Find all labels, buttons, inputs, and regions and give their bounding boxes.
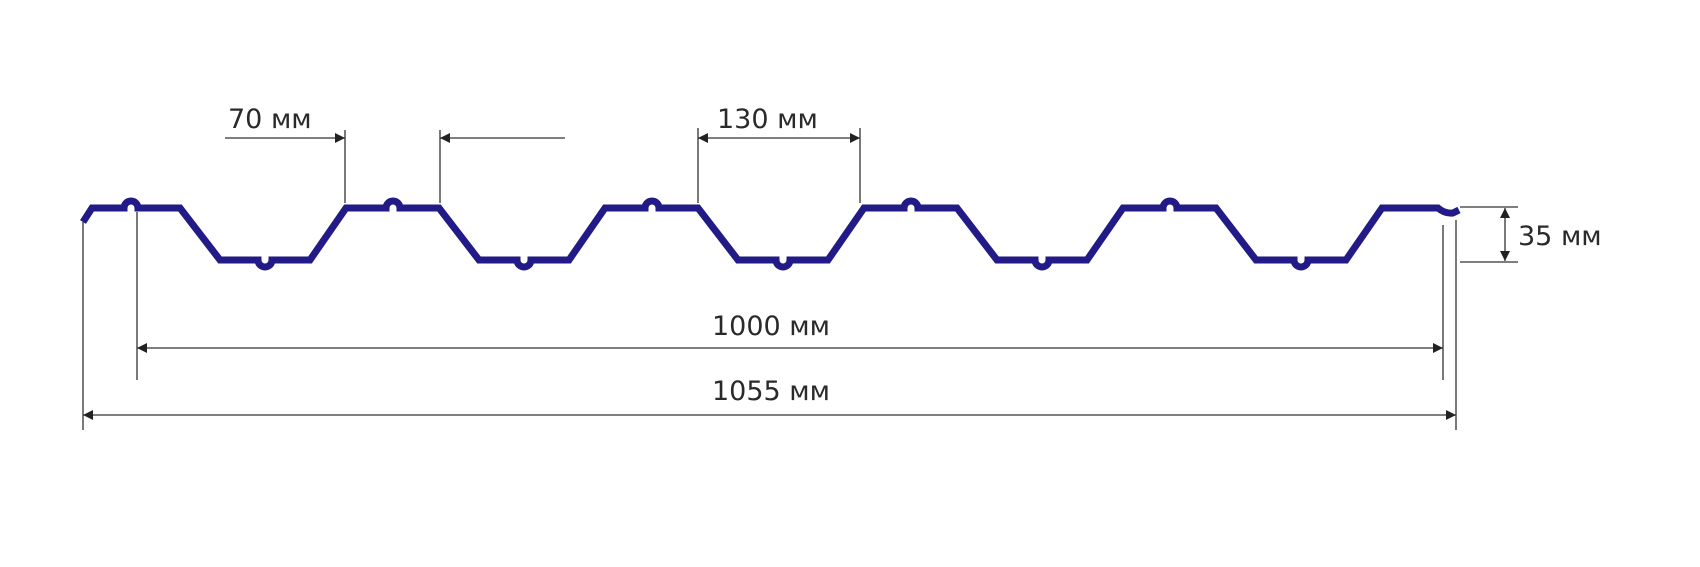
useful-width-label: 1000 мм xyxy=(712,311,830,342)
sheet-profile xyxy=(80,197,1461,271)
dimension-total-width: 1055 мм xyxy=(82,220,1457,430)
dimension-rib-top: 70 мм xyxy=(225,104,565,203)
dimension-useful-width: 1000 мм xyxy=(136,212,1444,380)
rib-top-label: 70 мм xyxy=(228,104,312,135)
total-width-label: 1055 мм xyxy=(712,376,830,407)
pitch-label: 130 мм xyxy=(717,104,818,135)
dimension-height: 35 мм xyxy=(1460,206,1602,263)
dimension-pitch: 130 мм xyxy=(697,104,861,203)
height-label: 35 мм xyxy=(1518,221,1602,252)
